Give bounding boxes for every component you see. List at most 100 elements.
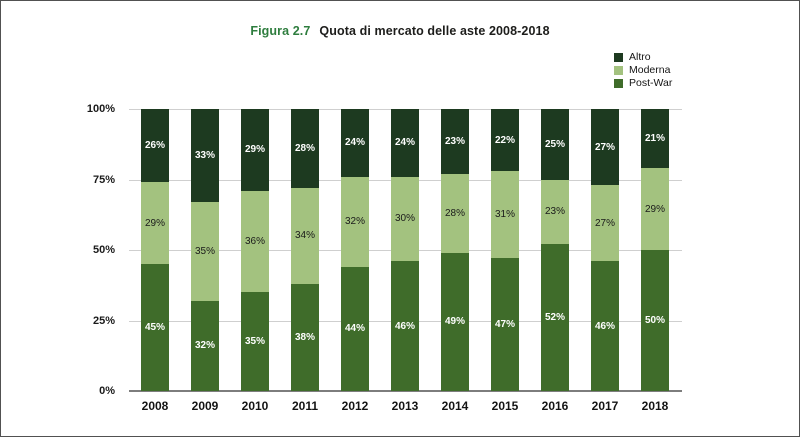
x-axis-label: 2009	[191, 399, 219, 413]
segment-value-label: 30%	[394, 213, 415, 225]
bar-segment-moderna: 27%	[591, 185, 619, 262]
segment-value-label: 29%	[244, 144, 265, 156]
bar-segment-altro: 23%	[441, 109, 469, 174]
x-axis-label: 2013	[391, 399, 419, 413]
segment-value-label: 50%	[644, 315, 665, 326]
segment-value-label: 45%	[144, 322, 165, 334]
legend-item-moderna: Moderna	[614, 65, 672, 76]
segment-value-label: 35%	[194, 245, 215, 257]
segment-value-label: 26%	[144, 140, 165, 152]
x-axis-label: 2018	[641, 399, 669, 413]
bar-segment-post-war: 44%	[341, 266, 369, 391]
segment-value-label: 46%	[394, 320, 415, 332]
chart-title-text: Quota di mercato delle aste 2008-2018	[319, 24, 550, 38]
bar-segment-altro: 33%	[191, 109, 219, 203]
stacked-bar-2008: 45% 29% 26% 2008	[141, 109, 169, 413]
bar-segment-moderna: 23%	[541, 179, 569, 245]
bar-segment-altro: 22%	[491, 109, 519, 172]
segment-value-label: 27%	[594, 217, 615, 229]
segment-value-label: 21%	[644, 133, 665, 145]
segment-value-label: 52%	[544, 312, 565, 324]
segment-value-label: 24%	[344, 137, 365, 149]
bar-segment-post-war: 46%	[591, 261, 619, 391]
figure-number: Figura 2.7	[250, 24, 311, 38]
y-axis-label: 75%	[92, 173, 115, 186]
bars-container: 45% 29% 26% 2008 32% 35% 33% 2009 35% 36% 29% 2010 3…	[141, 109, 669, 413]
segment-value-label: 38%	[294, 331, 315, 343]
x-axis-label: 2014	[441, 399, 469, 413]
segment-value-label: 23%	[444, 135, 465, 147]
y-axis-label: 100%	[86, 103, 115, 115]
bar-segment-post-war: 52%	[541, 244, 569, 391]
x-axis-label: 2008	[141, 399, 169, 413]
bar-segment-moderna: 29%	[641, 168, 669, 250]
bar-segment-post-war: 35%	[241, 292, 269, 391]
segment-value-label: 28%	[444, 207, 465, 219]
stacked-bar-2013: 46% 30% 24% 2013	[391, 109, 419, 413]
segment-value-label: 49%	[444, 316, 465, 328]
bar-segment-altro: 27%	[591, 109, 619, 186]
stacked-bar-2010: 35% 36% 29% 2010	[241, 109, 269, 413]
bar-segment-moderna: 34%	[291, 187, 319, 284]
bar-segment-post-war: 32%	[191, 300, 219, 391]
segment-value-label: 28%	[294, 142, 315, 154]
bar-segment-moderna: 30%	[391, 176, 419, 262]
stacked-bar-2014: 49% 28% 23% 2014	[441, 109, 469, 413]
legend-item-label: Moderna	[629, 64, 671, 76]
bar-segment-post-war: 47%	[491, 258, 519, 391]
bar-segment-moderna: 29%	[141, 182, 169, 265]
segment-value-label: 31%	[494, 209, 515, 221]
bar-segment-post-war: 45%	[141, 264, 169, 391]
segment-value-label: 36%	[244, 236, 265, 248]
bar-segment-altro: 29%	[241, 109, 269, 191]
bar-segment-moderna: 31%	[491, 171, 519, 259]
legend-item-label: Altro	[629, 51, 651, 63]
legend-item-label: Post-War	[629, 77, 673, 89]
bar-segment-post-war: 49%	[441, 252, 469, 391]
bar-segment-altro: 24%	[341, 109, 369, 177]
segment-value-label: 23%	[544, 206, 565, 218]
bar-segment-post-war: 50%	[641, 250, 669, 391]
y-axis-label: 25%	[92, 314, 115, 327]
x-axis-label: 2012	[341, 399, 369, 413]
bar-segment-moderna: 36%	[241, 190, 269, 293]
segment-value-label: 22%	[494, 134, 515, 146]
segment-value-label: 33%	[194, 150, 215, 162]
stacked-bar-2009: 32% 35% 33% 2009	[191, 109, 219, 413]
segment-value-label: 29%	[144, 217, 165, 229]
stacked-bar-2017: 46% 27% 27% 2017	[591, 109, 619, 413]
x-axis-line	[129, 390, 682, 392]
legend: Altro Moderna Post-War	[614, 52, 672, 91]
x-axis-label: 2017	[591, 399, 619, 413]
bar-segment-post-war: 46%	[391, 261, 419, 391]
segment-value-label: 35%	[244, 336, 265, 348]
y-axis-label: 0%	[99, 385, 115, 397]
y-axis-label: 50%	[92, 244, 115, 256]
x-axis-label: 2015	[491, 399, 519, 413]
bar-segment-altro: 28%	[291, 109, 319, 188]
segment-value-label: 32%	[194, 340, 215, 352]
legend-item-post-war: Post-War	[614, 78, 672, 89]
segment-value-label: 25%	[544, 138, 565, 150]
legend-swatch	[614, 66, 623, 75]
stacked-bar-2011: 38% 34% 28% 2011	[291, 109, 319, 413]
segment-value-label: 44%	[344, 323, 365, 335]
bar-segment-altro: 24%	[391, 109, 419, 177]
x-axis-label: 2010	[241, 399, 269, 413]
legend-item-altro: Altro	[614, 52, 672, 63]
stacked-bar-2018: 50% 29% 21% 2018	[641, 109, 669, 413]
bar-segment-altro: 21%	[641, 109, 669, 169]
stacked-bar-2016: 52% 23% 25% 2016	[541, 109, 569, 413]
bar-segment-moderna: 32%	[341, 176, 369, 267]
legend-swatch	[614, 53, 623, 62]
chart-title: Figura 2.7 Quota di mercato delle aste 20…	[1, 24, 799, 38]
plot-area: 0% 25% 50% 75% 100% 45% 29% 26% 2008 32% 35% 33% 200…	[87, 103, 682, 413]
bar-segment-altro: 26%	[141, 109, 169, 183]
segment-value-label: 34%	[294, 230, 315, 242]
x-axis-label: 2011	[291, 399, 319, 413]
segment-value-label: 32%	[344, 216, 365, 228]
segment-value-label: 47%	[494, 319, 515, 331]
segment-value-label: 29%	[644, 203, 665, 215]
bar-segment-post-war: 38%	[291, 283, 319, 391]
